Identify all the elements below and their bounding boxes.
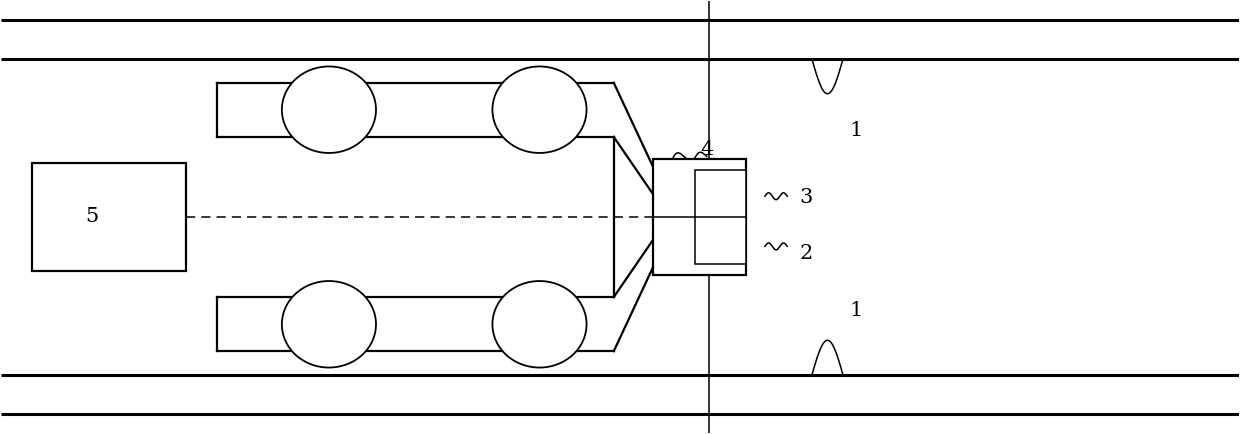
Text: 1: 1: [849, 121, 863, 140]
Ellipse shape: [492, 281, 587, 368]
Ellipse shape: [492, 66, 587, 153]
Bar: [696, 170, 746, 264]
Text: 3: 3: [800, 188, 813, 207]
Ellipse shape: [281, 66, 376, 153]
Bar: [653, 158, 746, 276]
Text: 2: 2: [800, 244, 813, 263]
Text: 4: 4: [701, 141, 714, 159]
Text: 5: 5: [84, 207, 98, 227]
Bar: [32, 163, 186, 271]
Ellipse shape: [281, 281, 376, 368]
Text: 1: 1: [849, 300, 863, 319]
